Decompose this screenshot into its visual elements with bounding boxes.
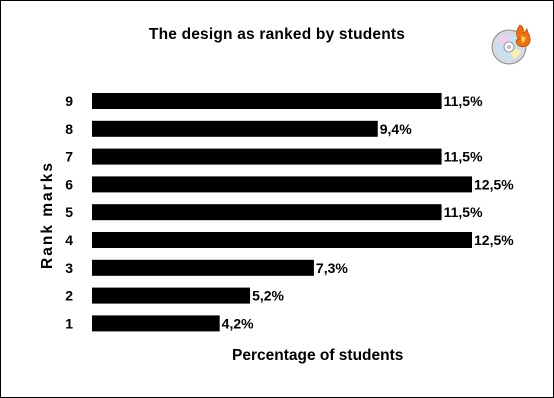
bar-data-label: 4,2% xyxy=(222,315,254,331)
bar-data-label: 9,4% xyxy=(380,121,412,137)
bar-data-label: 11,5% xyxy=(444,204,483,220)
bar-rank-6 xyxy=(92,176,472,193)
y-tick-label: 3 xyxy=(65,260,73,276)
bar-data-label: 11,5% xyxy=(444,93,483,109)
y-tick-label: 6 xyxy=(65,176,73,192)
bar-rank-4 xyxy=(92,232,472,248)
bar-data-label: 5,2% xyxy=(252,288,284,304)
chart-title: The design as ranked by students xyxy=(148,26,406,43)
y-tick-label: 4 xyxy=(65,232,73,248)
bar-rank-7 xyxy=(92,148,442,165)
bar-rank-1 xyxy=(92,315,220,332)
y-tick-label: 9 xyxy=(65,93,73,109)
bar-rank-9 xyxy=(92,93,442,109)
y-tick-label: 8 xyxy=(65,121,73,137)
y-tick-label: 1 xyxy=(65,315,73,331)
bar-rank-2 xyxy=(92,287,251,304)
y-tick-label: 2 xyxy=(65,288,73,304)
bar-data-label: 11,5% xyxy=(444,149,483,165)
x-axis-label: Percentage of students xyxy=(232,347,404,364)
y-axis-label: Rank marks xyxy=(39,161,56,269)
bar-rank-8 xyxy=(92,120,378,137)
bar-rank-3 xyxy=(92,259,314,276)
y-tick-label: 7 xyxy=(65,149,73,165)
bar-data-label: 12,5% xyxy=(474,232,514,248)
bar-data-label: 7,3% xyxy=(316,260,348,276)
bar-rank-5 xyxy=(92,204,442,221)
bar-data-label: 12,5% xyxy=(474,176,514,192)
cd-burn-icon xyxy=(489,21,535,67)
y-tick-label: 5 xyxy=(65,204,73,220)
